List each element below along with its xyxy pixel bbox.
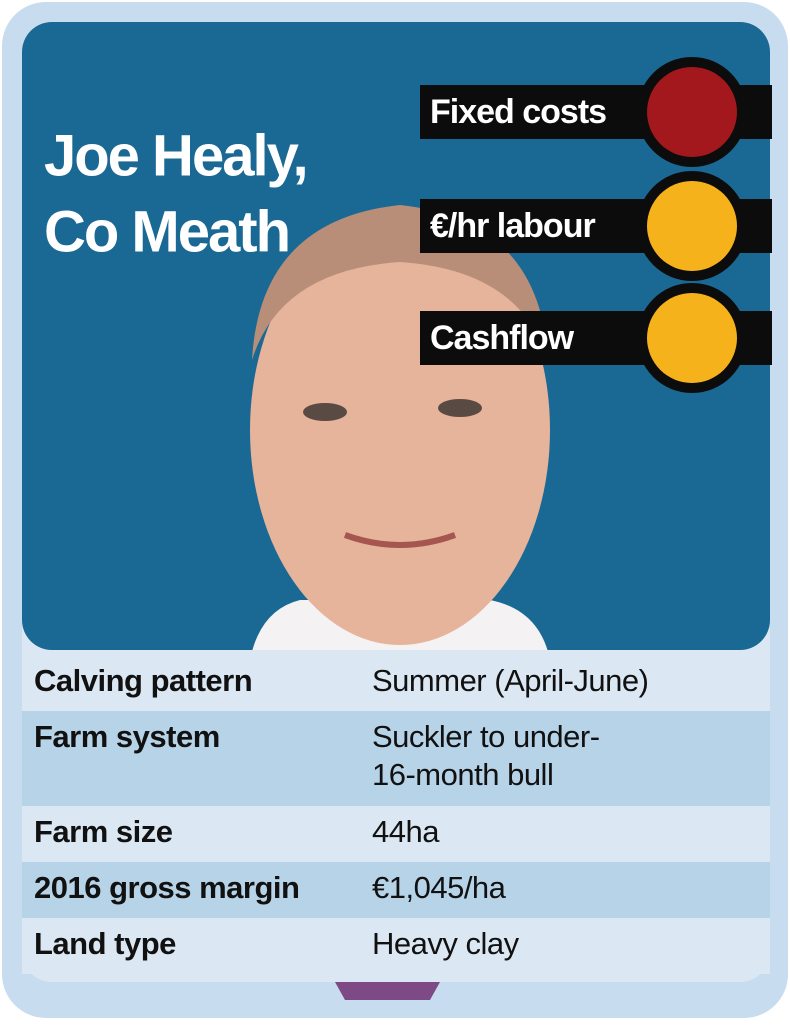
indicator-light bbox=[647, 181, 737, 271]
row-label: Land type bbox=[34, 926, 176, 961]
row-bg bbox=[22, 655, 770, 711]
row-value: €1,045/ha bbox=[372, 870, 507, 905]
indicator-label: Fixed costs bbox=[430, 93, 606, 131]
tie bbox=[335, 982, 440, 1000]
row-bg bbox=[22, 806, 770, 862]
eye bbox=[438, 399, 482, 417]
row-label: Farm system bbox=[34, 719, 220, 754]
row-value: 44ha bbox=[372, 814, 440, 849]
row-label: Farm size bbox=[34, 814, 173, 849]
row-bg bbox=[22, 918, 770, 974]
indicators: Fixed costs €/hr labour Cashflow bbox=[420, 57, 772, 393]
row-value: Suckler to under- bbox=[372, 719, 600, 754]
indicator-label: €/hr labour bbox=[430, 207, 595, 245]
row-label: 2016 gross margin bbox=[34, 870, 299, 905]
row-value: Summer (April-June) bbox=[372, 663, 648, 698]
row-bg bbox=[22, 862, 770, 918]
eye bbox=[303, 403, 347, 421]
table: Calving pattern Summer (April-June) Farm s… bbox=[22, 655, 770, 974]
row-bg bbox=[22, 711, 770, 806]
mouth bbox=[343, 532, 457, 548]
name-line: Joe Healy, bbox=[44, 123, 307, 188]
row-label: Calving pattern bbox=[34, 663, 252, 698]
indicator-light bbox=[647, 293, 737, 383]
row-value: 16-month bull bbox=[372, 757, 553, 792]
indicator-label: Cashflow bbox=[430, 319, 575, 357]
name-line: Co Meath bbox=[44, 199, 289, 264]
indicator-light bbox=[647, 67, 737, 157]
row-value: Heavy clay bbox=[372, 926, 520, 961]
